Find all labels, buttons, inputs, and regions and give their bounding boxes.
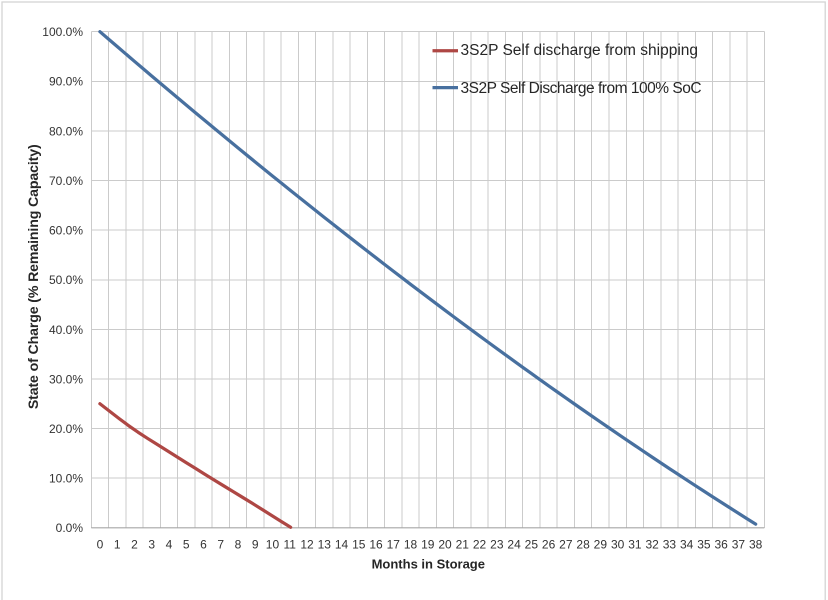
svg-text:14: 14 [335, 537, 349, 551]
svg-text:33: 33 [663, 537, 677, 551]
svg-text:2: 2 [131, 537, 138, 551]
svg-text:22: 22 [473, 537, 487, 551]
svg-text:15: 15 [352, 537, 366, 551]
svg-text:18: 18 [404, 537, 418, 551]
svg-text:40.0%: 40.0% [49, 323, 83, 337]
svg-text:25: 25 [525, 537, 539, 551]
svg-text:1: 1 [114, 537, 121, 551]
svg-text:13: 13 [318, 537, 332, 551]
svg-text:37: 37 [732, 537, 746, 551]
svg-text:100.0%: 100.0% [42, 25, 83, 39]
svg-text:10: 10 [266, 537, 280, 551]
svg-text:34: 34 [680, 537, 694, 551]
svg-text:23: 23 [490, 537, 504, 551]
svg-text:31: 31 [628, 537, 642, 551]
svg-text:7: 7 [217, 537, 224, 551]
svg-text:38: 38 [749, 537, 763, 551]
svg-text:3S2P Self discharge from shipp: 3S2P Self discharge from shipping [461, 42, 699, 59]
svg-text:0: 0 [97, 537, 104, 551]
svg-text:5: 5 [183, 537, 190, 551]
svg-text:8: 8 [235, 537, 242, 551]
svg-text:28: 28 [576, 537, 590, 551]
svg-text:16: 16 [369, 537, 383, 551]
svg-text:3: 3 [148, 537, 155, 551]
svg-text:30.0%: 30.0% [49, 372, 83, 386]
svg-text:21: 21 [456, 537, 470, 551]
svg-text:50.0%: 50.0% [49, 273, 83, 287]
svg-text:20.0%: 20.0% [49, 422, 83, 436]
svg-text:26: 26 [542, 537, 556, 551]
svg-text:3S2P Self Discharge from 100%: 3S2P Self Discharge from 100% SoC [461, 80, 702, 97]
svg-text:70.0%: 70.0% [49, 174, 83, 188]
svg-text:6: 6 [200, 537, 207, 551]
svg-text:Months in Storage: Months in Storage [372, 556, 485, 571]
svg-text:9: 9 [252, 537, 259, 551]
svg-text:32: 32 [645, 537, 659, 551]
svg-text:30: 30 [611, 537, 625, 551]
svg-text:11: 11 [284, 537, 297, 551]
svg-text:90.0%: 90.0% [49, 75, 83, 89]
svg-text:35: 35 [697, 537, 711, 551]
svg-text:19: 19 [421, 537, 435, 551]
svg-text:State of Charge (% Remaining C: State of Charge (% Remaining Capacity) [26, 144, 42, 409]
svg-text:24: 24 [507, 537, 521, 551]
svg-text:0.0%: 0.0% [56, 521, 84, 535]
svg-text:10.0%: 10.0% [49, 472, 83, 486]
svg-text:29: 29 [594, 537, 608, 551]
svg-text:27: 27 [559, 537, 573, 551]
svg-text:36: 36 [714, 537, 728, 551]
svg-text:80.0%: 80.0% [49, 124, 83, 138]
svg-text:4: 4 [166, 537, 173, 551]
svg-text:20: 20 [438, 537, 452, 551]
svg-text:12: 12 [300, 537, 314, 551]
svg-text:17: 17 [387, 537, 401, 551]
svg-text:60.0%: 60.0% [49, 224, 83, 238]
